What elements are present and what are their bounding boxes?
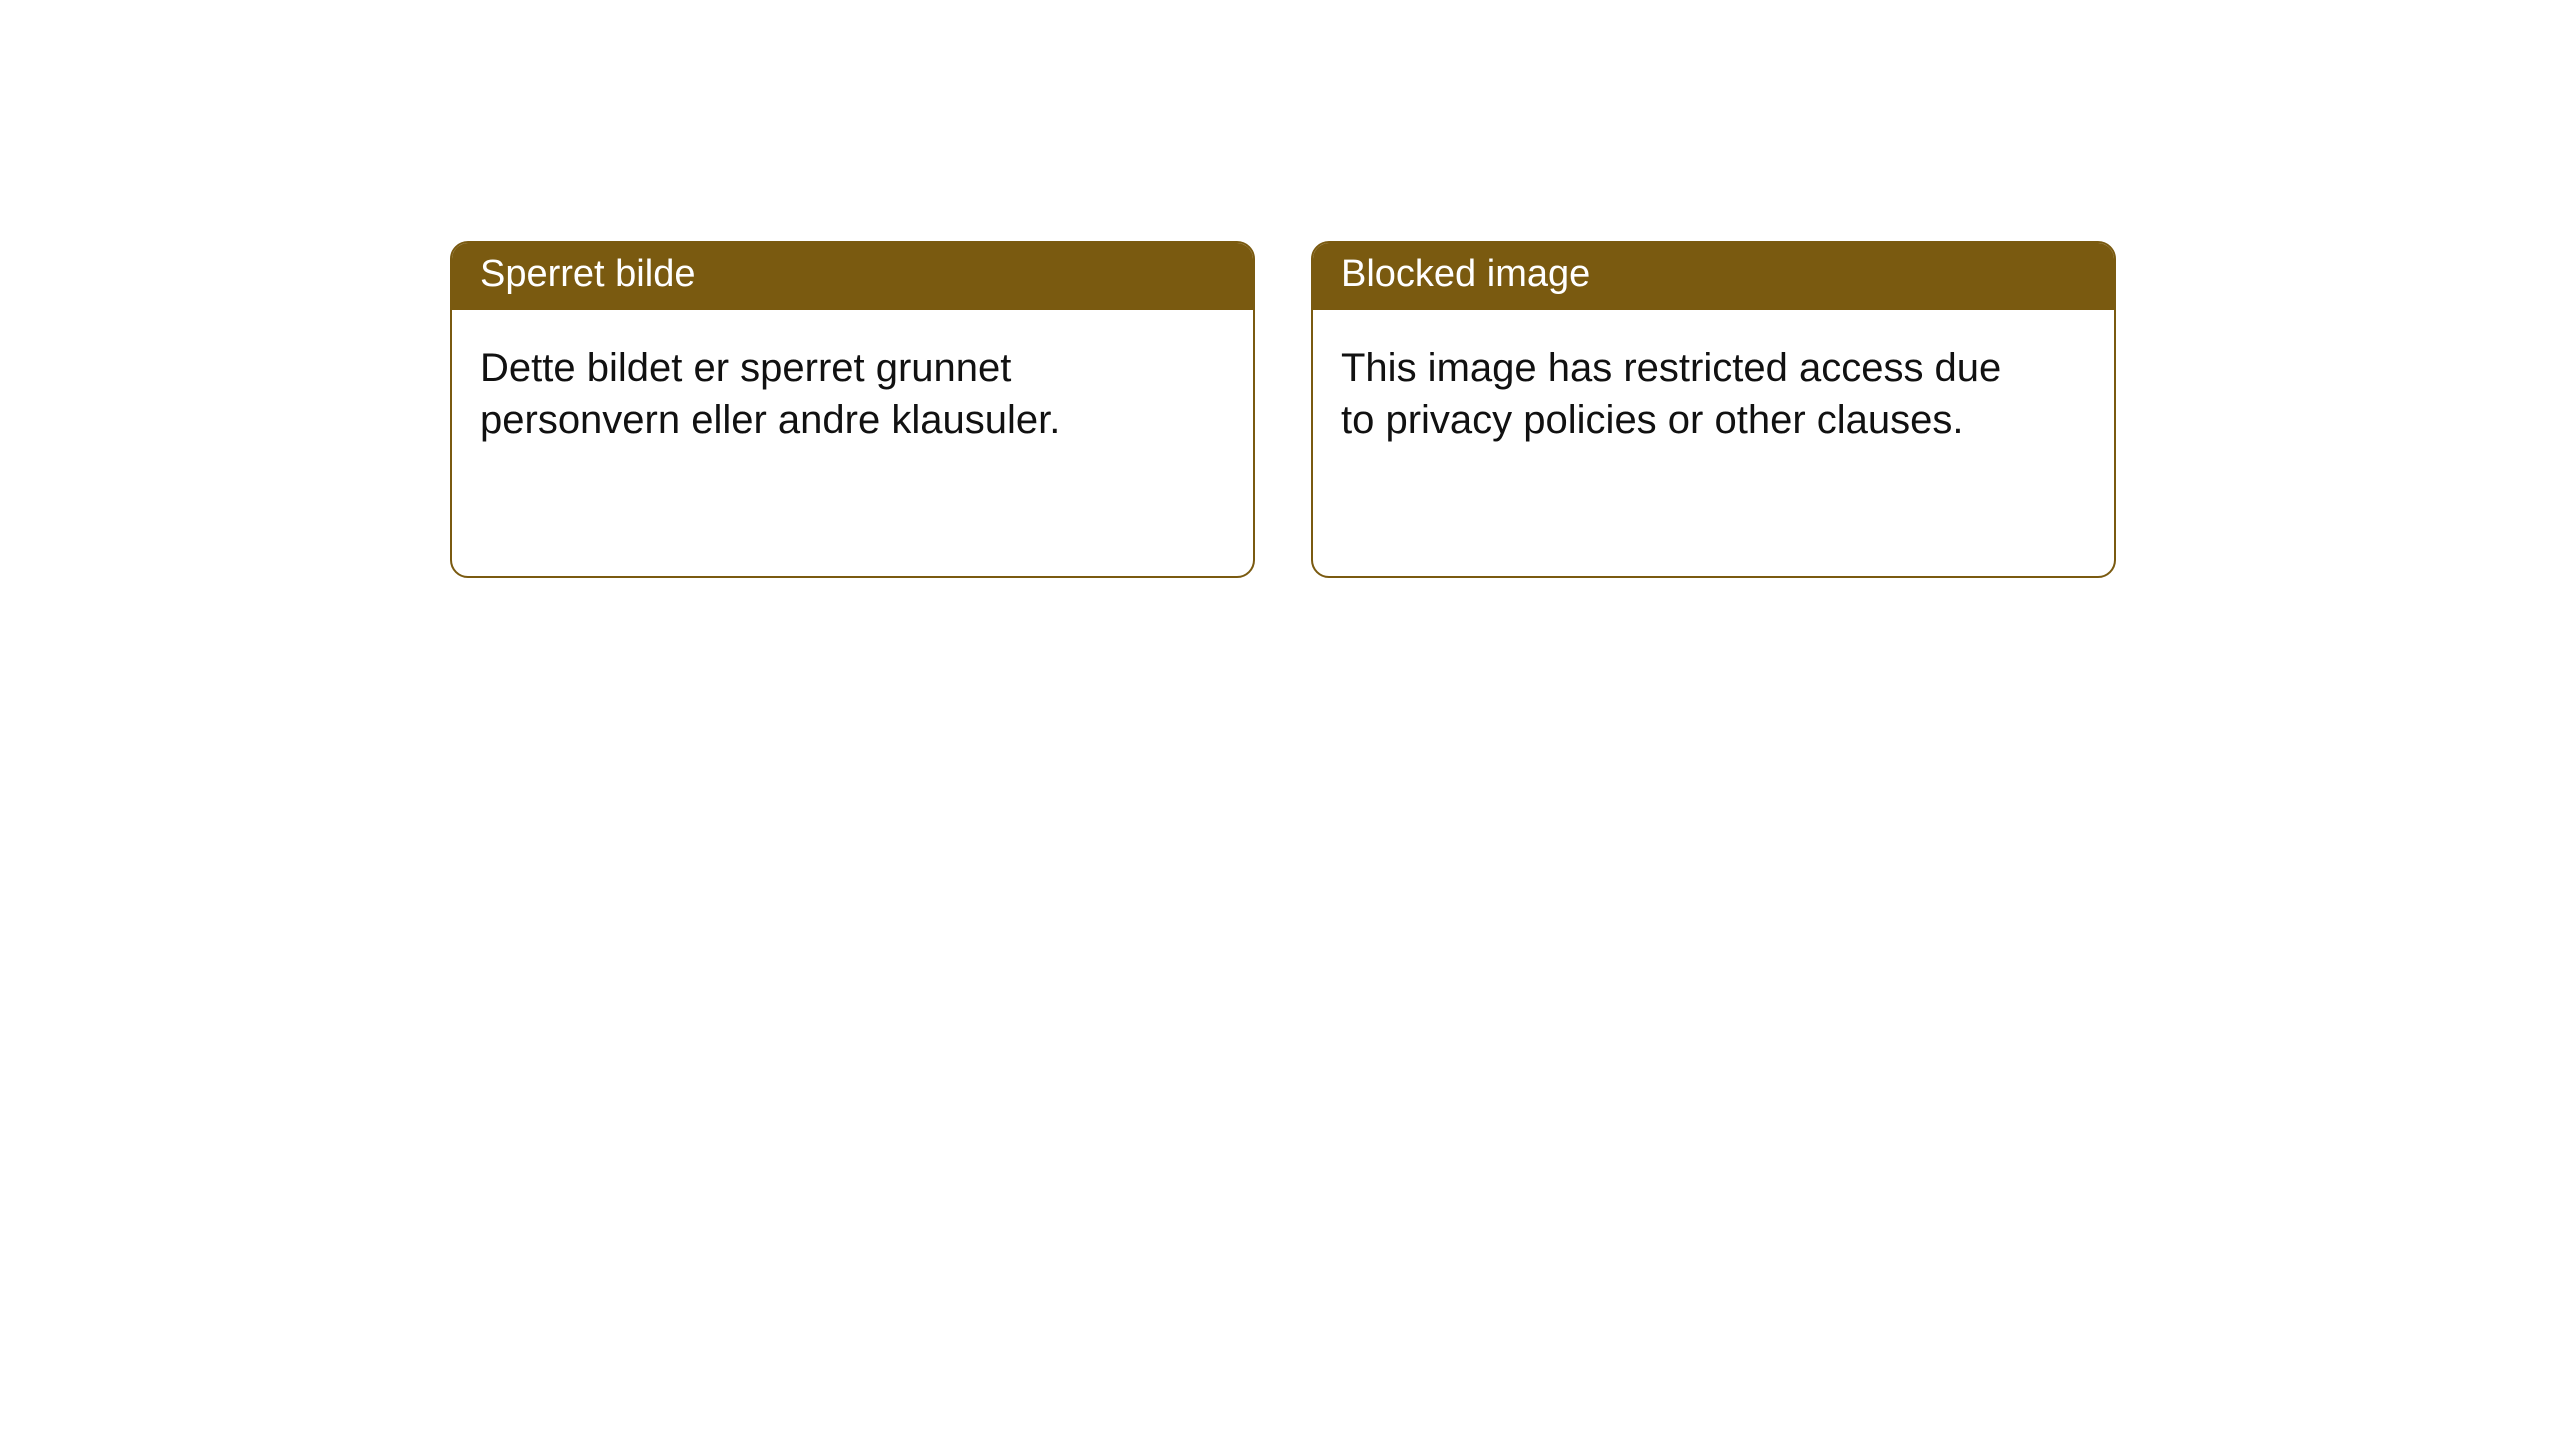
notice-header-en: Blocked image: [1313, 243, 2114, 310]
notice-card-en: Blocked image This image has restricted …: [1311, 241, 2116, 578]
notice-container: Sperret bilde Dette bildet er sperret gr…: [0, 0, 2560, 578]
notice-card-no: Sperret bilde Dette bildet er sperret gr…: [450, 241, 1255, 578]
notice-title-en: Blocked image: [1341, 253, 1590, 295]
notice-text-no: Dette bildet er sperret grunnet personve…: [480, 346, 1060, 443]
notice-body-no: Dette bildet er sperret grunnet personve…: [452, 310, 1172, 480]
notice-header-no: Sperret bilde: [452, 243, 1253, 310]
notice-body-en: This image has restricted access due to …: [1313, 310, 2033, 480]
notice-title-no: Sperret bilde: [480, 253, 695, 295]
notice-text-en: This image has restricted access due to …: [1341, 346, 2001, 443]
